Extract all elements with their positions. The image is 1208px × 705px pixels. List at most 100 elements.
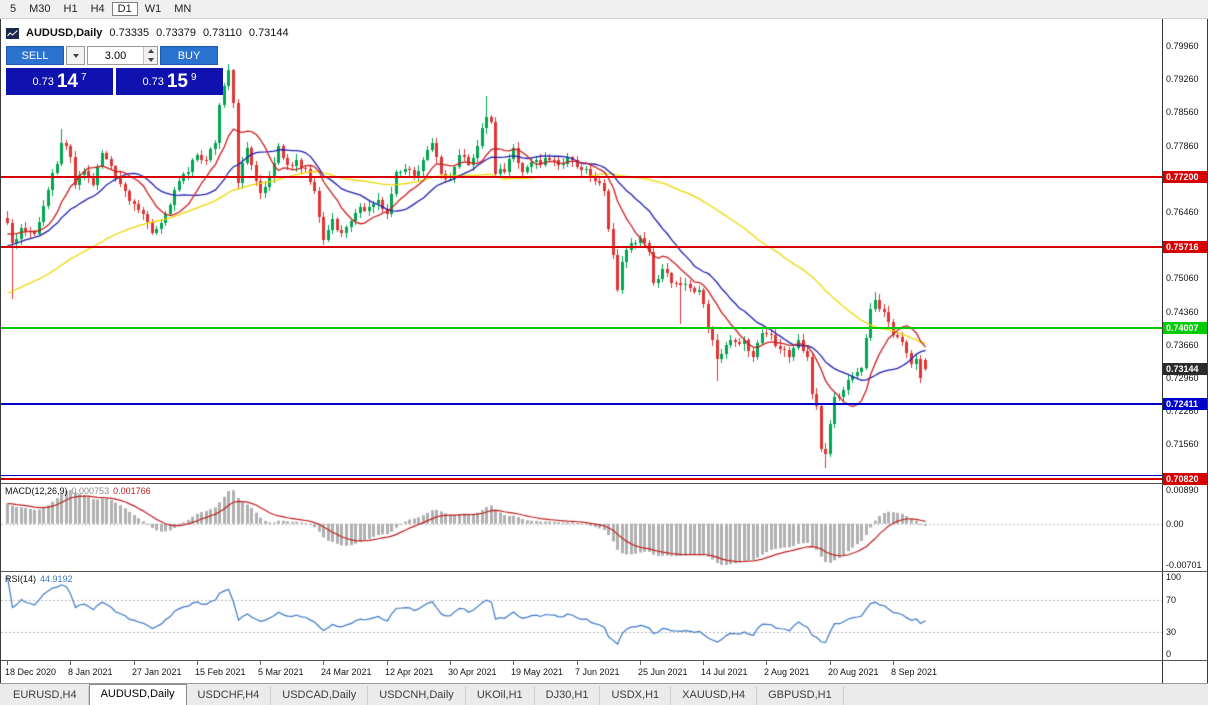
date-label: 14 Jul 2021	[701, 667, 748, 677]
chart-tab-usdx-h1[interactable]: USDX,H1	[600, 686, 672, 705]
chart-tab-gbpusd-h1[interactable]: GBPUSD,H1	[757, 686, 844, 705]
horizontal-line-0.74007[interactable]	[1, 327, 1162, 329]
date-tickmark	[513, 661, 514, 665]
horizontal-line-0.72411[interactable]	[1, 403, 1162, 405]
price-chart-canvas[interactable]	[1, 19, 1162, 483]
buy-price-display[interactable]: 0.73 15 9	[116, 68, 223, 95]
macd-name: MACD(12,26,9)	[5, 486, 68, 496]
rsi-plot: RSI(14) 44.9192	[1, 572, 1162, 660]
horizontal-line-0.77200[interactable]	[1, 176, 1162, 178]
date-axis-corner	[1162, 661, 1207, 683]
rsi-pane: RSI(14) 44.9192 100 70 30 0	[1, 571, 1207, 660]
ohlc-high: 0.73379	[156, 27, 196, 39]
chart-tab-usdchf-h4[interactable]: USDCHF,H4	[187, 686, 272, 705]
macd-value-main: 0.000753	[71, 486, 110, 496]
date-label: 7 Jun 2021	[575, 667, 620, 677]
chart-tab-usdcnh-daily[interactable]: USDCNH,Daily	[368, 686, 466, 705]
macd-value-signal: 0.001766	[113, 486, 151, 496]
rsi-label: RSI(14) 44.9192	[5, 574, 73, 584]
volume-preset-dropdown[interactable]	[66, 46, 85, 65]
macd-axis[interactable]: 0.00890 0.00 -0.00701	[1162, 484, 1207, 571]
timeframe-button-m30[interactable]: M30	[29, 3, 51, 15]
rsi-axis-label: 100	[1166, 572, 1182, 582]
sell-price-sup: 7	[81, 72, 87, 83]
horizontal-line-0.75716[interactable]	[1, 246, 1162, 248]
date-tickmark	[830, 661, 831, 665]
timeframe-button-w1[interactable]: W1	[144, 3, 162, 15]
price-line-badge: 0.77200	[1163, 171, 1207, 183]
rsi-axis[interactable]: 100 70 30 0	[1162, 572, 1207, 660]
date-label: 24 Mar 2021	[321, 667, 372, 677]
rsi-axis-label: 0	[1166, 649, 1172, 659]
date-label: 8 Jan 2021	[68, 667, 113, 677]
date-tickmark	[703, 661, 704, 665]
bid-price-badge: 0.73144	[1163, 363, 1207, 375]
macd-canvas[interactable]	[1, 484, 1162, 571]
buy-price-big: 15	[166, 70, 188, 92]
sell-button[interactable]: SELL	[6, 46, 64, 65]
macd-plot: MACD(12,26,9) 0.000753 0.001766	[1, 484, 1162, 571]
chart-tab-audusd-daily[interactable]: AUDUSD,Daily	[88, 684, 187, 705]
volume-input[interactable]	[88, 47, 143, 64]
timeframe-button-d1[interactable]: D1	[111, 2, 138, 16]
date-tickmark	[640, 661, 641, 665]
chart-title: AUDUSD,Daily 0.73335 0.73379 0.73110 0.7…	[6, 27, 289, 39]
horizontal-line-0.70820[interactable]	[1, 478, 1162, 480]
volume-field	[87, 46, 158, 65]
timeframe-button-mn[interactable]: MN	[174, 3, 192, 15]
date-label: 20 Aug 2021	[828, 667, 879, 677]
timeframe-button-h1[interactable]: H1	[63, 3, 78, 15]
spinner-down-icon[interactable]	[144, 55, 157, 64]
buy-price-prefix: 0.73	[142, 75, 164, 88]
price-line-badge: 0.75716	[1163, 241, 1207, 253]
price-tick: 0.72960	[1166, 372, 1199, 383]
macd-axis-label: 0.00890	[1166, 485, 1199, 495]
timeframe-button-h4[interactable]: H4	[90, 3, 105, 15]
chart-tab-dj30-h1[interactable]: DJ30,H1	[535, 686, 601, 705]
date-label: 12 Apr 2021	[385, 667, 434, 677]
date-label: 25 Jun 2021	[638, 667, 688, 677]
main-price-axis[interactable]: 0.799600.792600.785600.778600.771600.764…	[1162, 19, 1207, 485]
price-tick: 0.71560	[1166, 439, 1199, 450]
date-tickmark	[197, 661, 198, 665]
price-tick: 0.79260	[1166, 74, 1199, 85]
chart-tab-usdcad-daily[interactable]: USDCAD,Daily	[271, 686, 369, 705]
buy-button[interactable]: BUY	[160, 46, 218, 65]
price-tick: 0.76460	[1166, 206, 1199, 217]
chart-tab-xauusd-h4[interactable]: XAUUSD,H4	[671, 686, 758, 705]
chart-window-icon	[6, 27, 19, 39]
date-tickmark	[323, 661, 324, 665]
price-tick: 0.77860	[1166, 140, 1199, 151]
price-tick: 0.72260	[1166, 406, 1199, 417]
price-line-badge: 0.74007	[1163, 322, 1207, 334]
rsi-axis-label: 70	[1166, 595, 1177, 605]
date-tickmark	[450, 661, 451, 665]
price-line-badge: 0.70820	[1163, 473, 1207, 485]
chart-symbol-label: AUDUSD,Daily	[26, 27, 103, 39]
date-label: 15 Feb 2021	[195, 667, 246, 677]
main-price-pane: AUDUSD,Daily 0.73335 0.73379 0.73110 0.7…	[1, 19, 1207, 485]
date-tickmark	[577, 661, 578, 665]
macd-axis-label: 0.00	[1166, 518, 1184, 529]
date-tickmark	[387, 661, 388, 665]
volume-stepper	[143, 47, 157, 64]
sell-price-display[interactable]: 0.73 14 7	[6, 68, 113, 95]
horizontal-line[interactable]	[1, 475, 1162, 476]
date-tickmark	[893, 661, 894, 665]
date-tickmark	[7, 661, 8, 665]
date-label: 5 Mar 2021	[258, 667, 304, 677]
price-tick: 0.74360	[1166, 306, 1199, 317]
price-tick: 0.73660	[1166, 339, 1199, 350]
chart-tab-ukoil-h1[interactable]: UKOil,H1	[466, 686, 535, 705]
price-tick: 0.79960	[1166, 41, 1199, 52]
date-axis-plot[interactable]: 18 Dec 2020 8 Jan 2021 27 Jan 2021 15 Feb 2…	[1, 661, 1162, 683]
sell-price-big: 14	[56, 70, 78, 92]
date-tickmark	[260, 661, 261, 665]
chart-tab-eurusd-h4[interactable]: EURUSD,H4	[2, 686, 89, 705]
date-label: 30 Apr 2021	[448, 667, 497, 677]
spinner-up-icon[interactable]	[144, 47, 157, 56]
rsi-canvas[interactable]	[1, 572, 1162, 660]
bottom-tab-bar: EURUSD,H4 AUDUSD,Daily USDCHF,H4 USDCAD,Dai…	[0, 683, 1208, 705]
timeframe-button-5[interactable]: 5	[10, 3, 17, 15]
